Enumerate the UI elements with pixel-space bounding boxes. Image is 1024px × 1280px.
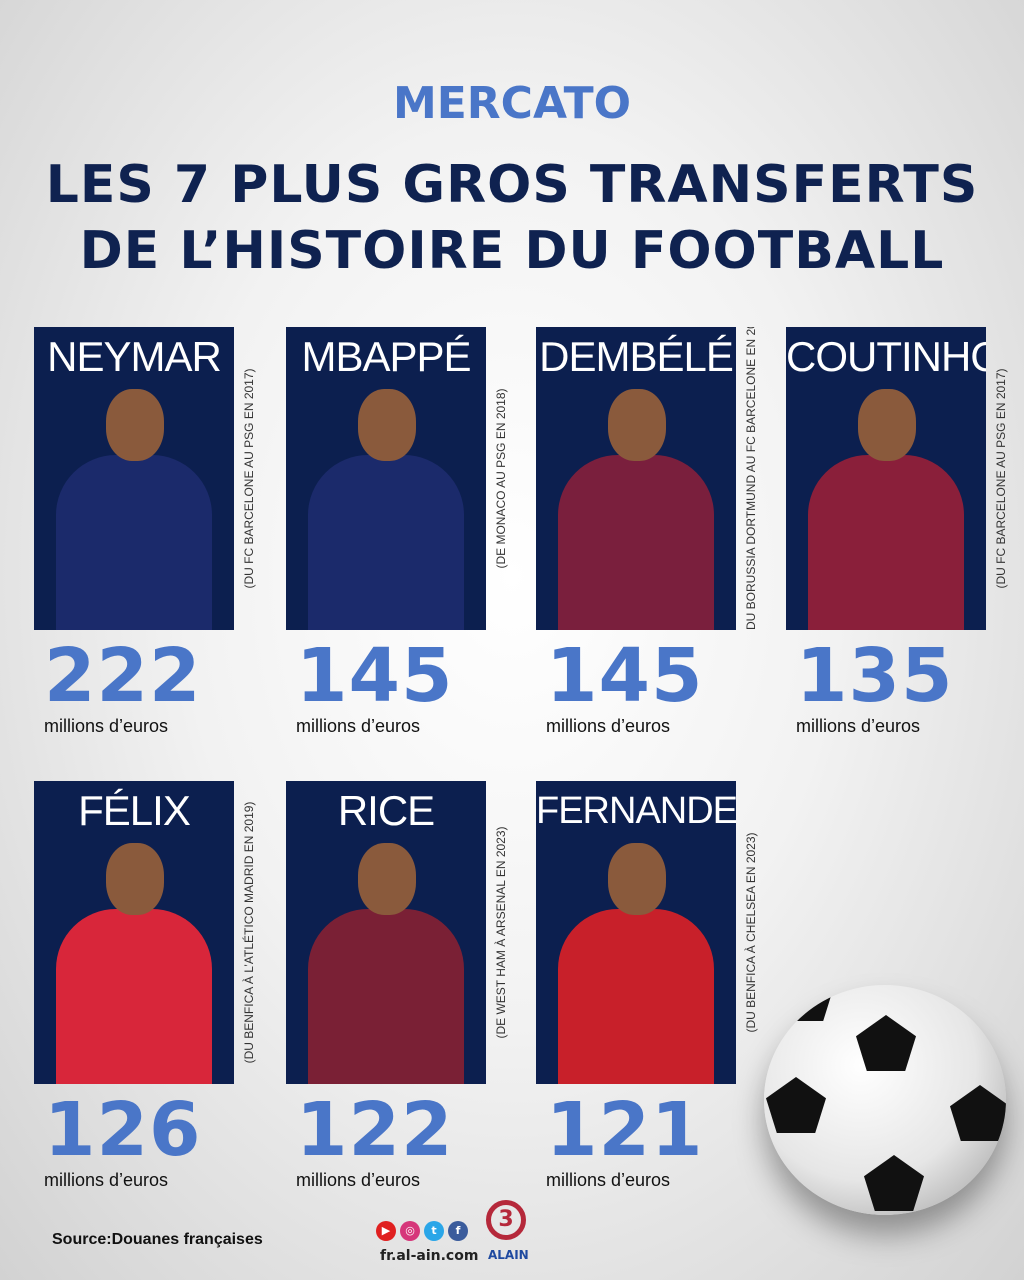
logo-text: ALAIN [488,1248,529,1262]
player-card-mbappe: MBAPPÉ [286,327,486,630]
transfer-caption: DU BORUSSIA DORTMUND AU FC BARCELONE EN … [744,327,758,630]
transfer-caption: (DE WEST HAM À ARSENAL EN 2023) [494,826,508,1039]
instagram-icon[interactable]: ◎ [400,1221,420,1241]
player-photo [308,909,464,1084]
transfer-value: 145 [546,633,704,719]
al-ain-logo: 3 [486,1200,526,1240]
source-note: Source:Douanes françaises [52,1231,263,1248]
player-head [106,389,164,461]
player-photo [56,909,212,1084]
player-head [358,843,416,915]
transfer-value: 121 [546,1087,704,1173]
player-head [608,389,666,461]
transfer-caption: (DE MONACO AU PSG EN 2018) [494,388,508,569]
player-card-felix: FÉLIX [34,781,234,1084]
transfer-caption: (DU BENFICA À CHELSEA EN 2023) [744,832,758,1033]
player-photo [56,455,212,630]
player-photo [308,455,464,630]
player-head [858,389,916,461]
transfer-caption: (DU FC BARCELONE AU PSG EN 2017) [994,368,1008,589]
player-head [358,389,416,461]
football-image [764,985,1006,1215]
player-card-coutinho: COUTINHO [786,327,986,630]
transfer-value: 122 [296,1087,454,1173]
player-card-rice: RICE [286,781,486,1084]
transfer-caption: (DU BENFICA À L’ATLÉTICO MADRID EN 2019) [242,801,256,1064]
site-link[interactable]: fr.al-ain.com [380,1248,479,1264]
title-line-1: LES 7 PLUS GROS TRANSFERTS [45,155,979,215]
player-photo [808,455,964,630]
value-unit: millions d’euros [296,716,421,736]
transfer-value: 145 [296,633,454,719]
player-card-dembele: DEMBÉLÉ [536,327,736,630]
page-title: LES 7 PLUS GROS TRANSFERTS DE L’HISTOIRE… [0,152,1024,284]
social-links: ▶ ◎ t f [376,1221,468,1241]
player-name: FÉLIX [78,787,191,834]
title-line-2: DE L’HISTOIRE DU FOOTBALL [79,221,945,281]
player-card-neymar: NEYMAR [34,327,234,630]
value-unit: millions d’euros [44,716,169,736]
value-unit: millions d’euros [44,1170,169,1190]
transfer-caption: (DU FC BARCELONE AU PSG EN 2017) [242,368,256,589]
facebook-icon[interactable]: f [448,1221,468,1241]
player-name: DEMBÉLÉ [539,333,734,380]
player-name: RICE [337,787,435,834]
player-name: COUTINHO [786,333,986,380]
player-name: MBAPPÉ [301,333,471,380]
player-name: NEYMAR [47,333,222,380]
player-photo [558,455,714,630]
transfer-value: 222 [44,633,202,719]
player-card-fernandez: FERNANDEZ [536,781,736,1084]
transfer-value: 135 [796,633,954,719]
player-name: FERNANDEZ [536,790,736,832]
value-unit: millions d’euros [796,716,921,736]
transfer-value: 126 [44,1087,202,1173]
value-unit: millions d’euros [546,716,671,736]
value-unit: millions d’euros [296,1170,421,1190]
value-unit: millions d’euros [546,1170,671,1190]
kicker: MERCATO [392,78,632,129]
twitter-icon[interactable]: t [424,1221,444,1241]
player-head [106,843,164,915]
player-head [608,843,666,915]
player-photo [558,909,714,1084]
youtube-icon[interactable]: ▶ [376,1221,396,1241]
